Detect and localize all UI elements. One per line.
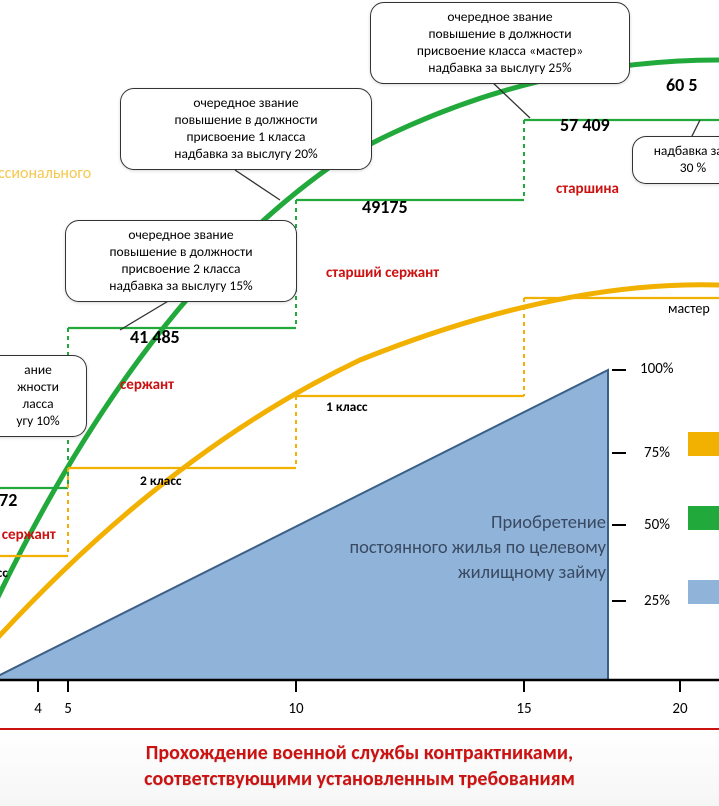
xtick-3: 15 [516, 700, 531, 718]
class-2: 1 класс [326, 398, 368, 415]
legend-swatch-2 [688, 580, 719, 604]
callout-3: очередное званиеповышение в должностипри… [370, 2, 630, 84]
bottom-banner: Прохождение военной службы контрактникам… [0, 728, 719, 806]
pct-3: 25% [644, 592, 670, 610]
class-0: асс [0, 564, 8, 581]
rank-2: старший сержант [326, 264, 439, 282]
callout-4: надбавка за в30 % [632, 136, 719, 184]
salary-4: 60 5 [666, 74, 697, 96]
callout-0: аниежностилассаугу 10% [0, 355, 87, 437]
xtick-1: 5 [64, 700, 72, 718]
rank-0: й сержант [0, 526, 56, 544]
rank-3: старшина [556, 180, 619, 198]
rank-1: сержант [120, 376, 174, 394]
callout-2: очередное званиеповышение в должностипри… [120, 88, 372, 170]
ghost-text: ессионального [0, 164, 91, 183]
pct-0: 100% [640, 360, 674, 378]
xtick-4: 20 [672, 700, 687, 718]
pct-2: 50% [644, 516, 670, 534]
salary-3: 57 409 [560, 114, 610, 136]
legend-swatch-1 [688, 506, 719, 530]
salary-1: 41 485 [130, 326, 180, 348]
callout-1: очередное званиеповышение в должностипри… [65, 220, 297, 302]
xtick-2: 10 [288, 700, 303, 718]
class-1: 2 класс [140, 472, 182, 489]
master-label: мастер [668, 300, 710, 317]
xtick-0: 4 [34, 700, 42, 718]
callout-leader [235, 170, 280, 200]
legend-swatch-0 [688, 432, 719, 456]
pct-1: 75% [644, 444, 670, 462]
salary-0: 672 [0, 489, 17, 511]
triangle-label: Приобретениепостоянного жилья по целевом… [206, 510, 606, 585]
salary-2: 49175 [362, 196, 408, 218]
